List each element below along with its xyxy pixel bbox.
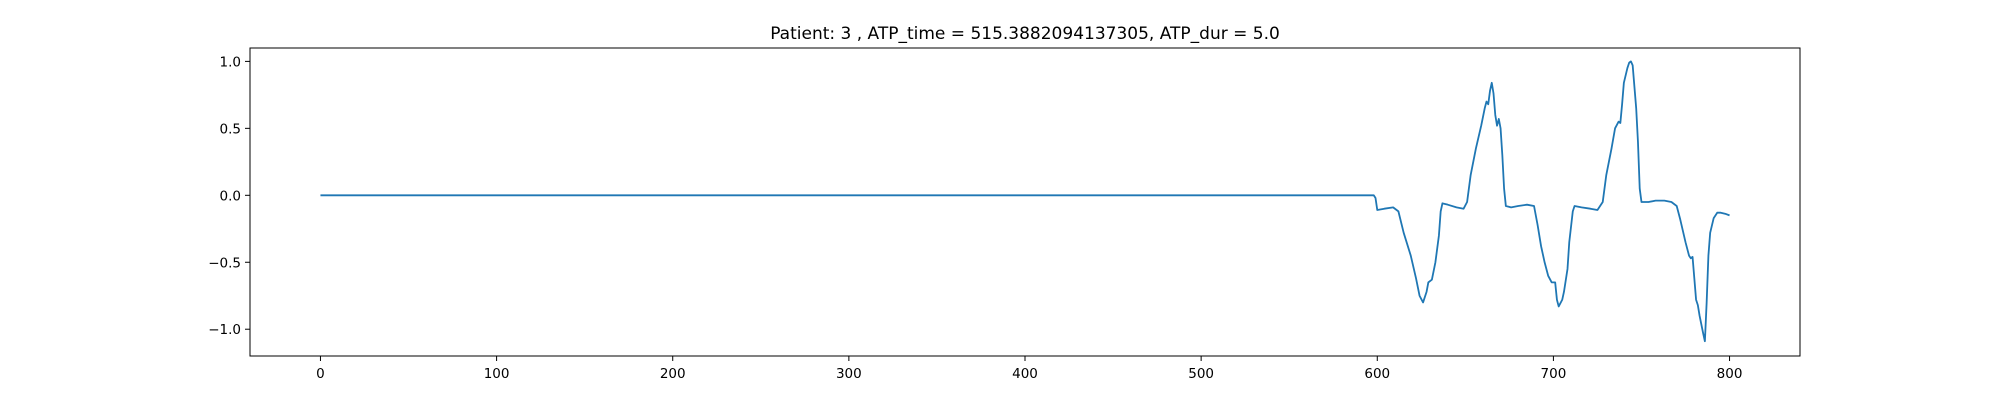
x-tick-label: 800 — [1717, 366, 1743, 382]
y-tick-label: −1.0 — [208, 322, 241, 338]
x-tick-label: 600 — [1364, 366, 1390, 382]
x-tick-label: 200 — [660, 366, 686, 382]
chart-title: Patient: 3 , ATP_time = 515.388209413730… — [770, 24, 1280, 44]
plot-frame — [249, 47, 1801, 357]
x-tick-label: 500 — [1188, 366, 1214, 382]
y-tick-label: 0.0 — [220, 188, 241, 204]
x-tick-label: 400 — [1012, 366, 1038, 382]
y-axis: −1.0 −0.5 0.0 0.5 1.0 — [208, 54, 250, 338]
x-tick-label: 700 — [1541, 366, 1567, 382]
x-tick-label: 300 — [836, 366, 862, 382]
x-axis: 0 100 200 300 400 500 600 700 800 — [316, 356, 1742, 382]
x-tick-label: 100 — [484, 366, 510, 382]
y-tick-label: 1.0 — [220, 54, 241, 70]
y-tick-label: −0.5 — [208, 255, 241, 271]
series-line — [320, 60, 1730, 343]
x-tick-label: 0 — [316, 366, 325, 382]
y-tick-label: 0.5 — [220, 121, 241, 137]
plot-area — [250, 48, 1800, 356]
